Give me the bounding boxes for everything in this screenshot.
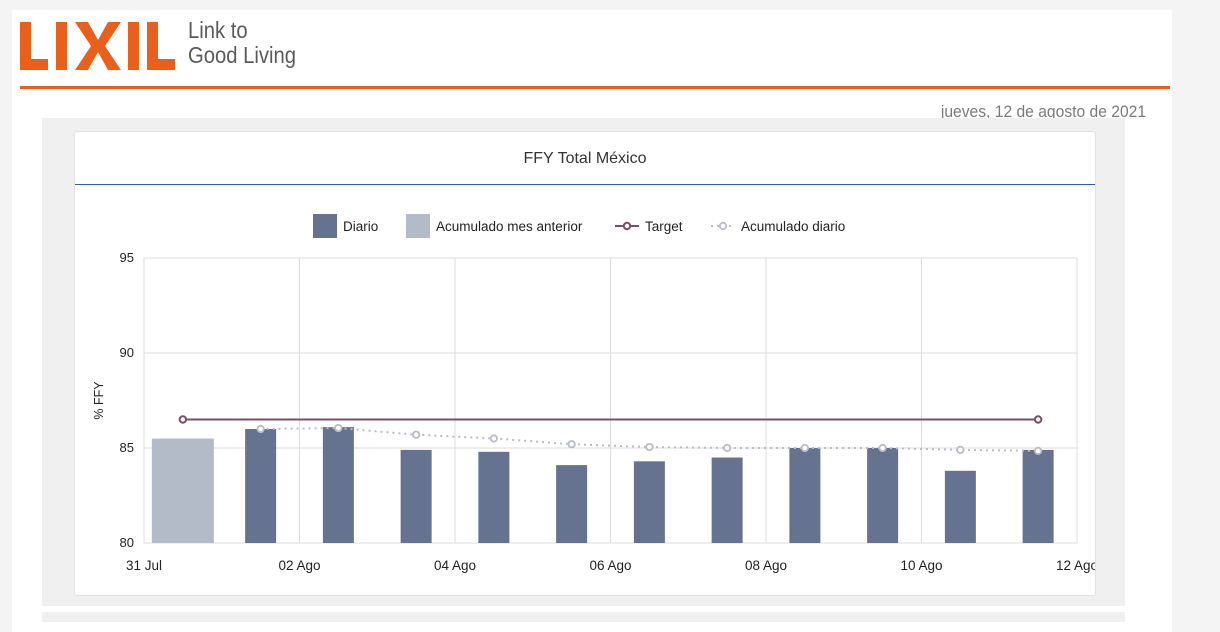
x-tick-label: 08 Ago (745, 558, 787, 573)
header-divider (20, 86, 1170, 89)
x-tick-label: 02 Ago (278, 558, 320, 573)
lixil-logo (20, 22, 175, 70)
x-tick-label: 31 Jul (126, 558, 162, 573)
legend-swatch-marker (718, 221, 728, 231)
legend-swatch-marker (622, 221, 632, 231)
target-point (178, 415, 188, 424)
bar-diario (478, 451, 510, 543)
y-tick-label: 85 (120, 440, 134, 455)
legend-label: Acumulado mes anterior (436, 219, 583, 234)
acumulado-diario-point (256, 424, 265, 434)
x-tick-label: 12 Ago (1056, 558, 1095, 573)
acumulado-diario-point (567, 440, 576, 449)
bar-diario (789, 448, 821, 543)
legend-swatch (406, 214, 430, 238)
acumulado-diario-point (645, 442, 654, 452)
acumulado-diario-point (956, 445, 965, 454)
acumulado-diario-line (260, 427, 1039, 452)
bar-diario (633, 461, 665, 543)
bar-diario (400, 449, 432, 543)
acumulado-diario-point (1034, 446, 1043, 455)
y-axis-label: % FFY (92, 381, 106, 420)
x-tick-label: 04 Ago (434, 558, 476, 573)
chart-card: FFY Total México 80 85 90 95 31 Jul 02 Ago 04 … (74, 131, 1096, 596)
legend-label: Target (645, 219, 683, 234)
tagline-line-2: Good Living (188, 42, 297, 68)
y-tick-label: 90 (120, 345, 134, 360)
chart-title: FFY Total México (75, 132, 1095, 185)
acumulado-diario-point (412, 430, 421, 439)
page-header: Link to Good Living (12, 10, 1172, 90)
bar-diario (245, 429, 277, 543)
report-date: jueves, 12 de agosto de 2021 (940, 102, 1146, 121)
acumulado-diario-point (723, 443, 732, 453)
tagline-line-1: Link to (188, 17, 248, 43)
legend-label: Diario (343, 219, 378, 234)
legend-swatch (313, 214, 337, 238)
acumulado-diario-point (334, 423, 343, 433)
y-tick-label: 80 (120, 535, 134, 550)
ffy-chart: 80 85 90 95 31 Jul 02 Ago 04 Ago 06 Ago 08 Ago 10… (92, 214, 1095, 573)
bar-diario (1022, 449, 1054, 543)
bar-diario (556, 465, 588, 543)
acumulado-diario-point (489, 434, 498, 443)
x-tick-label: 10 Ago (900, 558, 942, 573)
bar-diario (711, 457, 743, 543)
x-tick-label: 06 Ago (589, 558, 631, 573)
bar-diario (944, 470, 976, 543)
brand-tagline: Link to Good Living (188, 18, 296, 68)
bar-diario (867, 448, 899, 543)
y-tick-label: 95 (120, 250, 134, 265)
next-panel-edge (42, 612, 1125, 622)
bar-acumulado-mes-anterior (151, 438, 214, 543)
acumulado-diario-point (800, 443, 809, 453)
acumulado-diario-point (878, 443, 887, 453)
bar-diario (322, 427, 354, 543)
legend-label: Acumulado diario (741, 219, 845, 234)
target-point (1033, 415, 1043, 424)
